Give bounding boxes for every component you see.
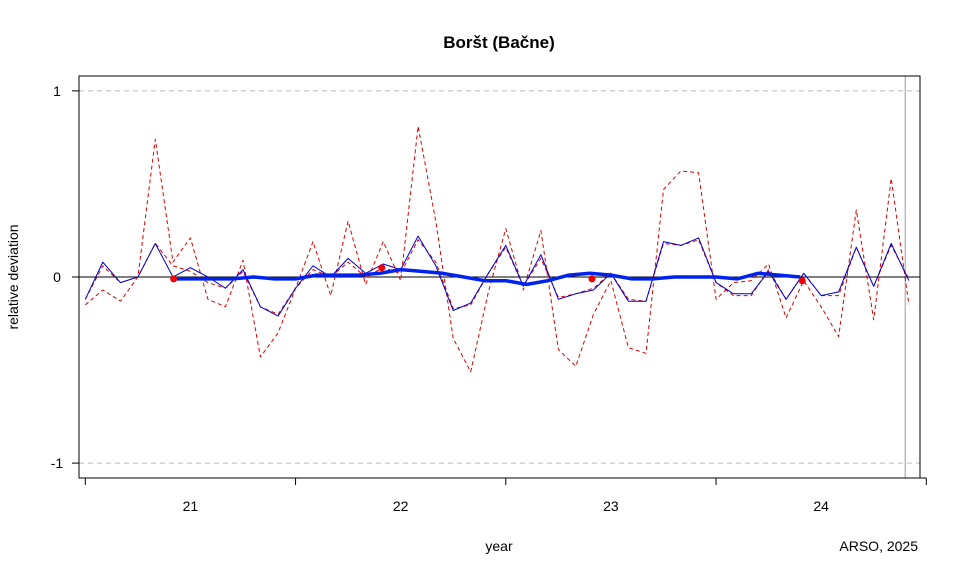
y-tick-label-1: 0 [53, 269, 61, 285]
points-group [170, 264, 806, 285]
x-axis-label: year [485, 538, 513, 554]
x-axis: 21 22 23 24 [84, 477, 927, 514]
x-tick-label-1: 22 [393, 498, 409, 514]
x-tick-label-3: 24 [813, 498, 829, 514]
x-tick-label-0: 21 [183, 498, 199, 514]
data-point-2 [588, 275, 596, 283]
data-point-3 [798, 277, 806, 285]
data-point-1 [378, 264, 386, 272]
y-axis-label: relative deviation [5, 224, 21, 329]
y-axis: 1 0 -1 [51, 83, 79, 471]
chart-title: Boršt (Bačne) [443, 33, 554, 52]
y-tick-label-2: -1 [51, 455, 64, 471]
data-point-0 [170, 275, 178, 283]
series-line-smooth [173, 267, 801, 287]
series-line-upper [84, 125, 910, 373]
credit-label: ARSO, 2025 [839, 538, 918, 554]
y-tick-label-0: 1 [53, 83, 61, 99]
series-group [84, 125, 910, 373]
x-tick-label-2: 23 [603, 498, 619, 514]
